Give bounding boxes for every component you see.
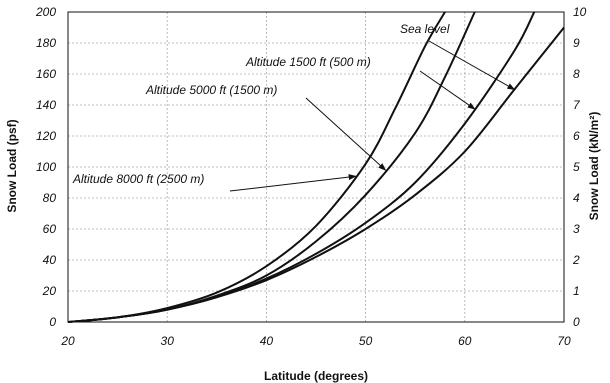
y-tick-label: 20 xyxy=(42,284,57,298)
y-tick-label: 160 xyxy=(36,67,56,81)
y-tick-label: 40 xyxy=(43,253,57,267)
x-tick-label: 20 xyxy=(60,334,75,348)
y-axis-title: Snow Load (psf) xyxy=(5,119,19,212)
y-tick-label: 120 xyxy=(36,129,56,143)
y-tick-labels: 0 20 40 60 80 100 120 140 160 180 200 xyxy=(35,5,56,329)
y2-tick-label: 6 xyxy=(573,129,580,143)
x-tick-labels: 20 30 40 50 60 70 xyxy=(60,334,571,348)
y-tick-label: 200 xyxy=(35,5,56,19)
y2-tick-label: 0 xyxy=(573,315,580,329)
y2-tick-label: 1 xyxy=(573,284,580,298)
y2-axis-title: Snow Load (kN/m²) xyxy=(587,112,601,221)
y2-tick-label: 4 xyxy=(573,191,580,205)
x-tick-label: 40 xyxy=(260,334,274,348)
annotations: Sea level Altitude 1500 ft (500 m) Altitud… xyxy=(72,22,514,191)
annotation-arrow xyxy=(420,71,475,109)
annotation-label-sea-level: Sea level xyxy=(400,22,450,36)
y2-tick-labels: 0 1 2 3 4 5 6 7 8 9 10 xyxy=(572,5,587,329)
y2-tick-label: 3 xyxy=(573,222,580,236)
x-tick-label: 30 xyxy=(161,334,175,348)
y-tick-label: 100 xyxy=(36,160,56,174)
y2-tick-label: 2 xyxy=(572,253,580,267)
annotation-arrow xyxy=(306,98,385,170)
x-axis-title: Latitude (degrees) xyxy=(264,369,368,383)
y-tick-label: 140 xyxy=(36,98,56,112)
y-tick-label: 180 xyxy=(36,36,56,50)
x-tick-label: 50 xyxy=(359,334,373,348)
y-tick-label: 80 xyxy=(43,191,57,205)
annotation-label-altitude-8000-ft-2500-m: Altitude 8000 ft (2500 m) xyxy=(72,172,204,186)
y2-tick-label: 7 xyxy=(573,98,581,112)
y-tick-label: 0 xyxy=(49,315,56,329)
y-tick-label: 60 xyxy=(43,222,57,236)
y2-tick-label: 8 xyxy=(573,67,580,81)
x-tick-label: 60 xyxy=(458,334,472,348)
x-tick-label: 70 xyxy=(557,334,571,348)
annotation-label-altitude-5000-ft-1500-m: Altitude 5000 ft (1500 m) xyxy=(145,83,277,97)
annotation-arrow xyxy=(230,176,356,191)
annotation-label-altitude-1500-ft-500-m: Altitude 1500 ft (500 m) xyxy=(245,55,371,69)
y2-tick-label: 10 xyxy=(573,5,587,19)
y2-tick-label: 9 xyxy=(573,36,580,50)
y2-tick-label: 5 xyxy=(573,160,580,174)
